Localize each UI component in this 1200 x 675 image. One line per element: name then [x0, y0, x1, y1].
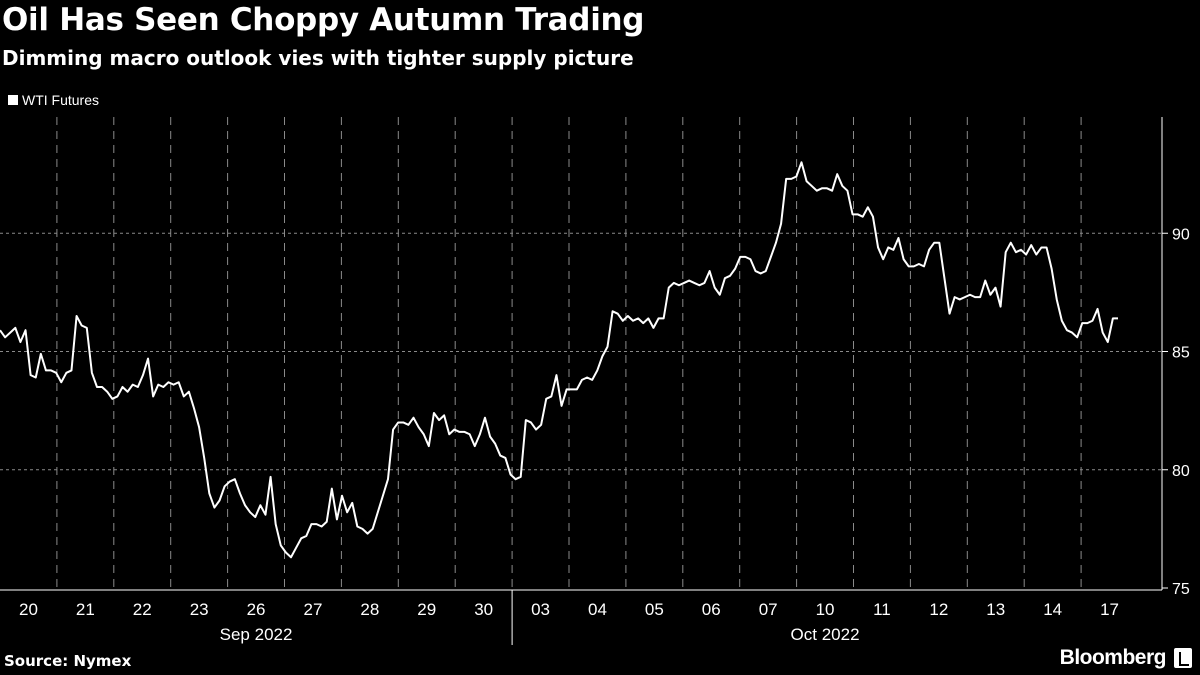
x-tick-label: 26: [247, 600, 266, 619]
brand-logo: Bloomberg: [1059, 646, 1167, 669]
y-tick-label: 85: [1172, 345, 1190, 362]
legend-label: WTI Futures: [22, 92, 100, 108]
x-tick-label: 28: [360, 600, 379, 619]
x-tick-label: 07: [759, 600, 778, 619]
x-tick-label: 27: [303, 600, 322, 619]
x-tick-label: 22: [133, 600, 152, 619]
y-tick-label: 75: [1172, 581, 1190, 598]
legend: WTI Futures: [8, 92, 99, 108]
source-note: Source: Nymex: [4, 652, 132, 670]
x-tick-label: 11: [873, 600, 891, 619]
x-tick-label: 03: [531, 600, 550, 619]
x-tick-label: 17: [1100, 600, 1119, 619]
x-tick-label: 20: [19, 600, 38, 619]
month-label: Oct 2022: [791, 625, 860, 644]
x-tick-label: 21: [76, 600, 95, 619]
month-label: Sep 2022: [220, 625, 293, 644]
x-tick-label: 05: [645, 600, 664, 619]
x-tick-label: 10: [816, 600, 835, 619]
series-line-wti: [0, 161, 1118, 559]
x-tick-label: 30: [474, 600, 493, 619]
x-tick-label: 12: [929, 600, 948, 619]
x-tick-label: 29: [417, 600, 436, 619]
chart-title: Oil Has Seen Choppy Autumn Trading: [2, 2, 645, 38]
bloomberg-chart-icon: [1174, 648, 1192, 668]
x-tick-label: 06: [702, 600, 721, 619]
x-tick-label: 13: [986, 600, 1005, 619]
y-tick-label: 90: [1172, 226, 1190, 243]
x-tick-label: 23: [190, 600, 209, 619]
y-tick-label: 80: [1172, 463, 1190, 480]
chart-subtitle: Dimming macro outlook vies with tighter …: [2, 46, 634, 70]
x-tick-label: 14: [1043, 600, 1062, 619]
x-tick-label: 04: [588, 600, 607, 619]
legend-swatch: [8, 95, 18, 105]
